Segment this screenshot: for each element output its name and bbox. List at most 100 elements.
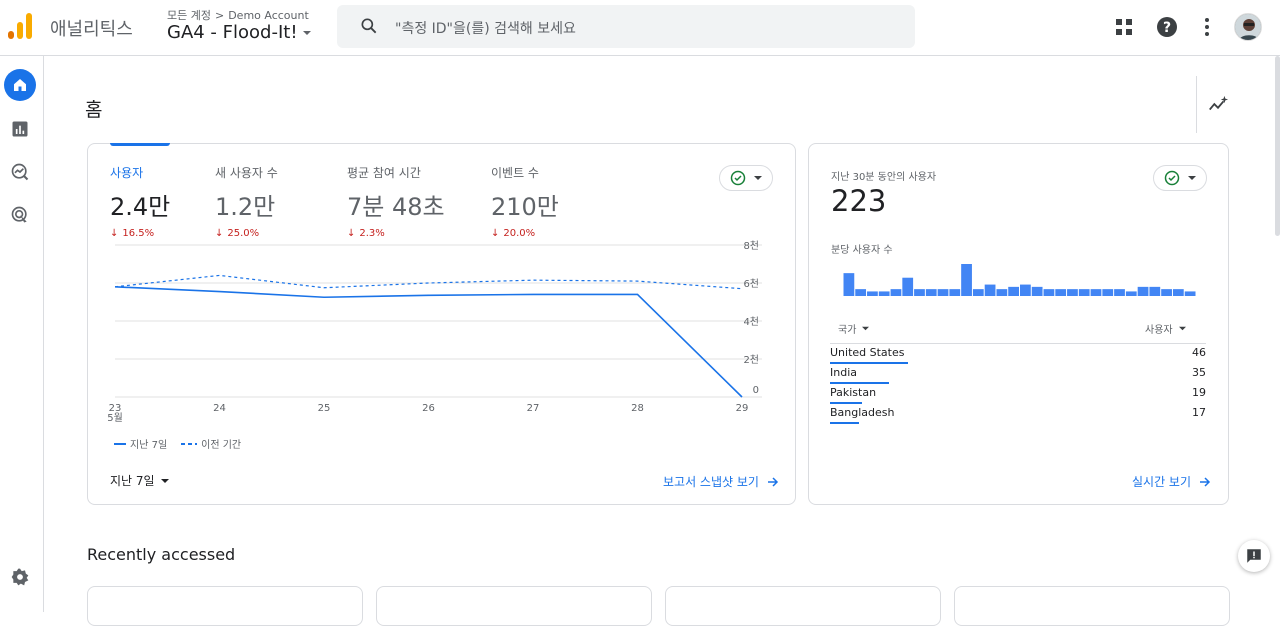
per-minute-bar: [878, 291, 890, 296]
view-snapshot-link[interactable]: 보고서 스냅샷 보기: [663, 473, 779, 490]
legend-dashed-swatch: [181, 442, 198, 445]
arrow-down-icon: ↓: [215, 228, 224, 239]
y-tick-label: 2천: [743, 354, 759, 366]
per-minute-bar: [996, 289, 1008, 296]
per-minute-bar: [1078, 289, 1090, 296]
nav-admin-button[interactable]: [4, 561, 36, 593]
caret-down-icon: [302, 30, 311, 35]
realtime-card: 지난 30분 동안의 사용자 223 분당 사용자 수 국가 사용자 Unite…: [808, 143, 1229, 505]
metric-event-count-tab[interactable]: 이벤트 수 210만 ↓ 20.0%: [491, 164, 559, 239]
caret-down-icon: [1188, 176, 1196, 180]
nav-home-button[interactable]: [4, 69, 36, 101]
recent-item-card[interactable]: [954, 586, 1230, 626]
caret-down-icon: [1178, 326, 1186, 331]
breadcrumb[interactable]: 모든 계정 > Demo Account: [167, 7, 309, 23]
country-name: United States: [830, 346, 905, 359]
nav-explore-button[interactable]: [4, 156, 36, 188]
nav-advertising-button[interactable]: [4, 199, 36, 231]
y-tick-label: 6천: [743, 278, 759, 290]
insights-icon[interactable]: [1207, 94, 1229, 116]
x-tick-label: 23: [109, 403, 122, 414]
country-users: 17: [1192, 406, 1206, 419]
per-minute-bar: [937, 289, 949, 296]
nav-reports-button[interactable]: [4, 113, 36, 145]
users-line-chart: 0 2천 4천 6천 8천 23 24 25 26 27 28 29 5월: [107, 240, 762, 424]
more-vert-icon[interactable]: [1195, 15, 1219, 39]
y-tick-label: 8천: [743, 240, 759, 252]
metric-engagement-time-tab[interactable]: 평균 참여 시간 7분 48초 ↓ 2.3%: [347, 164, 445, 239]
per-minute-bar: [1161, 289, 1172, 296]
metric-users-tab[interactable]: 사용자 2.4만 ↓ 16.5%: [110, 164, 170, 239]
main-content: 홈 사용자 2.4만 ↓ 16.5% 새 사용자 수 1.2만 ↓ 25.0% 평균…: [45, 56, 1280, 626]
metric-delta: ↓ 25.0%: [215, 228, 278, 239]
table-row[interactable]: India 35: [830, 364, 1206, 384]
help-icon[interactable]: ?: [1155, 15, 1179, 39]
country-column-dropdown[interactable]: 국가: [838, 321, 870, 336]
metric-new-users-tab[interactable]: 새 사용자 수 1.2만 ↓ 25.0%: [215, 164, 278, 239]
per-minute-bar: [1149, 286, 1161, 296]
series-previous-line: [114, 274, 743, 290]
arrow-down-icon: ↓: [347, 228, 356, 239]
per-minute-bar: [843, 273, 855, 296]
metric-delta: ↓ 2.3%: [347, 228, 445, 239]
country-column-label: 국가: [838, 325, 857, 336]
feedback-icon: [1247, 549, 1261, 563]
x-tick-sublabel: 5월: [107, 412, 123, 424]
analytics-logo-icon[interactable]: [8, 13, 34, 41]
recent-item-card[interactable]: [376, 586, 652, 626]
country-users: 46: [1192, 346, 1206, 359]
account-avatar[interactable]: [1234, 13, 1262, 41]
per-minute-bar: [1020, 284, 1031, 296]
legend-previous: 이전 기간: [181, 436, 241, 451]
view-realtime-link[interactable]: 실시간 보기: [1132, 473, 1211, 490]
metric-label: 이벤트 수: [491, 166, 539, 180]
metric-label: 새 사용자 수: [215, 166, 278, 180]
feedback-button[interactable]: [1238, 540, 1270, 572]
metric-delta: ↓ 20.0%: [491, 228, 559, 239]
arrow-down-icon: ↓: [110, 228, 119, 239]
apps-grid-icon[interactable]: [1112, 15, 1136, 39]
users-column-dropdown[interactable]: 사용자: [1145, 321, 1186, 336]
per-minute-bar: [925, 289, 937, 296]
svg-text:?: ?: [1163, 20, 1171, 36]
per-minute-bar: [961, 264, 972, 296]
x-tick-label: 24: [213, 403, 226, 414]
series-current-line: [114, 286, 743, 398]
metric-value: 1.2만: [215, 193, 276, 221]
per-minute-bar: [890, 289, 902, 296]
metric-label: 사용자: [110, 166, 144, 180]
per-minute-bar: [984, 284, 996, 296]
x-tick-label: 27: [527, 403, 540, 414]
recent-item-card[interactable]: [87, 586, 363, 626]
per-minute-bar: [914, 289, 925, 296]
data-quality-button[interactable]: [719, 165, 773, 191]
app-name: 애널리틱스: [50, 19, 133, 40]
recent-item-card[interactable]: [665, 586, 941, 626]
table-row[interactable]: United States 46: [830, 344, 1206, 364]
per-minute-bar: [1137, 286, 1149, 296]
table-row[interactable]: Pakistan 19: [830, 384, 1206, 404]
check-circle-icon: [1164, 170, 1180, 186]
view-realtime-label: 실시간 보기: [1132, 475, 1192, 489]
overview-card: 사용자 2.4만 ↓ 16.5% 새 사용자 수 1.2만 ↓ 25.0% 평균 참…: [87, 143, 796, 505]
per-minute-bar: [1055, 289, 1067, 296]
per-minute-bar: [855, 289, 867, 296]
caret-down-icon: [160, 478, 169, 483]
x-tick-label: 26: [422, 403, 435, 414]
per-minute-bar: [1090, 289, 1102, 296]
realtime-data-quality-button[interactable]: [1153, 165, 1207, 191]
country-share-bar: [830, 402, 862, 404]
per-minute-bar: [902, 277, 914, 296]
legend-previous-label: 이전 기간: [201, 440, 242, 451]
breadcrumb-account: Demo Account: [228, 8, 309, 22]
country-name: Bangladesh: [830, 406, 895, 419]
property-selector[interactable]: GA4 - Flood-It!: [167, 22, 312, 43]
caret-down-icon: [754, 176, 762, 180]
table-row[interactable]: Bangladesh 17: [830, 404, 1206, 424]
scrollbar-thumb[interactable]: [1275, 56, 1280, 236]
country-share-bar: [830, 422, 859, 424]
date-range-dropdown[interactable]: 지난 7일: [110, 472, 169, 489]
metric-delta-value: 25.0%: [227, 228, 260, 239]
table-divider: [830, 343, 1206, 344]
search-bar[interactable]: "측정 ID"을(를) 검색해 보세요: [337, 5, 915, 48]
